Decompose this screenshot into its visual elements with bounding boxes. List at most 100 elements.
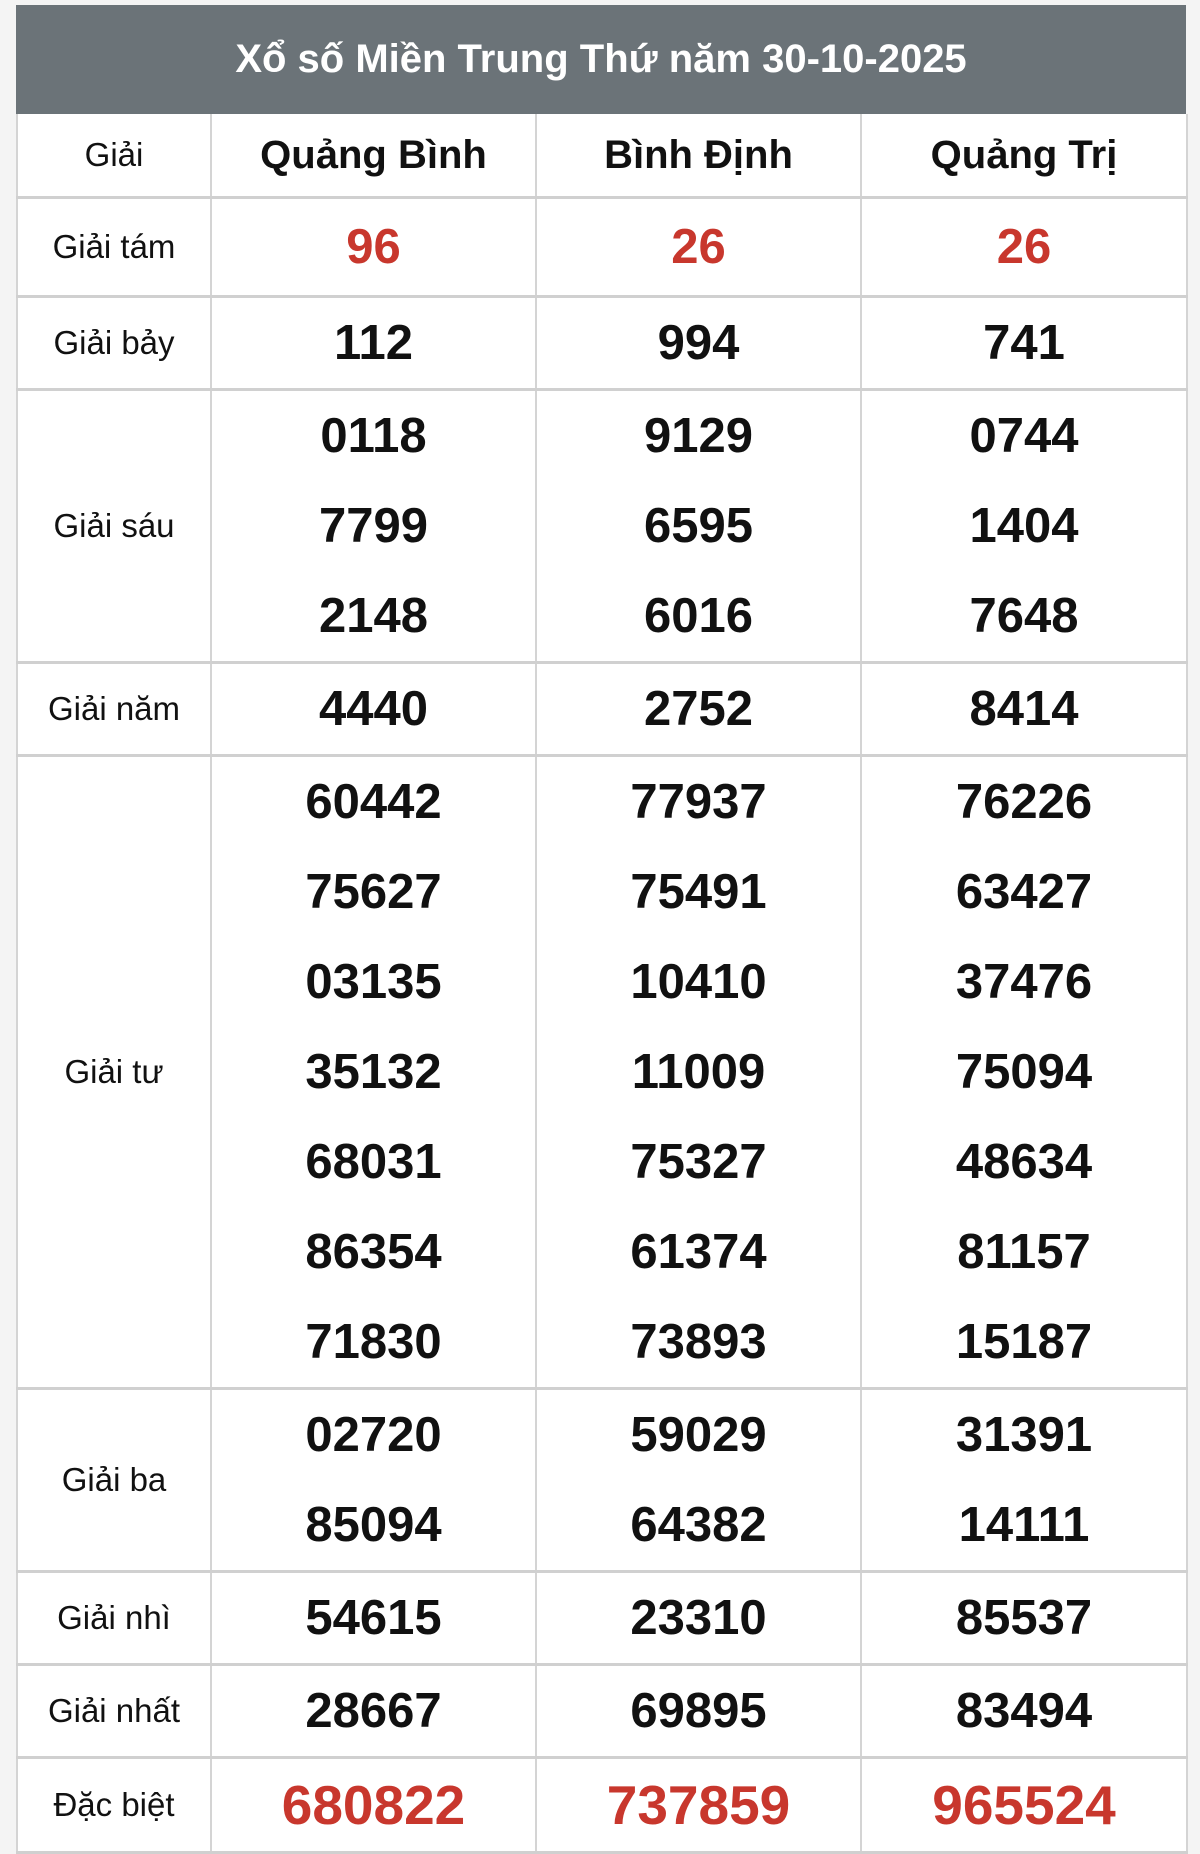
result-number: 85537 — [955, 1591, 1093, 1645]
prize-label: Giải ba — [16, 1388, 212, 1573]
prize-label: Giải bảy — [16, 296, 212, 391]
result-cell: 0744 1404 7648 — [860, 389, 1188, 664]
result-number: 77937 — [630, 775, 767, 829]
result-number: 64382 — [630, 1498, 767, 1552]
result-number: 14111 — [958, 1498, 1090, 1552]
prize-label: Giải năm — [16, 662, 212, 757]
table-row: Giải bảy 112 994 741 — [16, 296, 1188, 391]
prize-label: Giải nhất — [16, 1664, 212, 1759]
prize-label: Đặc biệt — [16, 1757, 212, 1854]
result-number: 03135 — [305, 955, 442, 1009]
result-number: 96 — [346, 220, 401, 274]
result-cell: 4440 — [210, 662, 537, 757]
prize-label: Giải tám — [16, 197, 212, 298]
result-number: 741 — [983, 316, 1065, 370]
result-number: 2752 — [643, 682, 753, 736]
result-cell: 26 — [860, 197, 1188, 298]
result-cell: 02720 85094 — [210, 1388, 537, 1573]
result-cell: 737859 — [535, 1757, 862, 1854]
result-cell: 28667 — [210, 1664, 537, 1759]
result-number: 75627 — [305, 865, 442, 919]
result-cell: 77937 75491 10410 11009 75327 61374 73893 — [535, 755, 862, 1390]
result-number: 23310 — [630, 1591, 767, 1645]
result-cell: 69895 — [535, 1664, 862, 1759]
result-cell: 741 — [860, 296, 1188, 391]
table-row: Giải sáu 0118 7799 2148 9129 6595 6016 0744 1404… — [16, 389, 1188, 664]
result-cell: 965524 — [860, 1757, 1188, 1854]
result-number: 59029 — [630, 1408, 767, 1462]
results-table: Giải Quảng Bình Bình Định Quảng Trị Giải… — [16, 114, 1188, 1854]
result-number: 6595 — [643, 499, 753, 553]
result-cell: 8414 — [860, 662, 1188, 757]
page-title: Xổ số Miền Trung Thứ năm 30-10-2025 — [16, 5, 1186, 114]
result-number: 85094 — [305, 1498, 442, 1552]
result-number: 60442 — [305, 775, 442, 829]
result-cell: 76226 63427 37476 75094 48634 81157 15187 — [860, 755, 1188, 1390]
prize-label: Giải tư — [16, 755, 212, 1390]
result-number: 37476 — [955, 955, 1093, 1009]
table-row: Đặc biệt 680822 737859 965524 — [16, 1757, 1188, 1854]
province-header: Quảng Bình — [210, 114, 537, 199]
result-cell: 23310 — [535, 1571, 862, 1666]
result-number: 680822 — [281, 1774, 466, 1836]
result-number: 112 — [333, 316, 414, 370]
result-cell: 59029 64382 — [535, 1388, 862, 1573]
result-number: 8414 — [969, 682, 1079, 736]
result-cell: 26 — [535, 197, 862, 298]
result-number: 75094 — [955, 1045, 1093, 1099]
result-number: 69895 — [630, 1684, 767, 1738]
result-cell: 994 — [535, 296, 862, 391]
result-number: 75491 — [630, 865, 767, 919]
result-number: 63427 — [955, 865, 1093, 919]
result-number: 0118 — [320, 409, 427, 463]
result-number: 26 — [996, 220, 1052, 274]
table-row: Giải tư 60442 75627 03135 35132 68031 86354 718… — [16, 755, 1188, 1390]
result-number: 68031 — [305, 1135, 442, 1189]
result-number: 1404 — [969, 499, 1079, 553]
result-number: 75327 — [630, 1135, 767, 1189]
result-number: 15187 — [955, 1315, 1093, 1369]
result-number: 28667 — [305, 1684, 442, 1738]
table-row: Giải nhì 54615 23310 85537 — [16, 1571, 1188, 1666]
result-cell: 96 — [210, 197, 537, 298]
result-number: 11009 — [631, 1045, 766, 1099]
result-cell: 0118 7799 2148 — [210, 389, 537, 664]
result-cell: 680822 — [210, 1757, 537, 1854]
table-row: Giải năm 4440 2752 8414 — [16, 662, 1188, 757]
province-header: Bình Định — [535, 114, 862, 199]
result-number: 965524 — [932, 1774, 1116, 1836]
result-number: 7648 — [969, 589, 1079, 643]
table-row: Giải ba 02720 85094 59029 64382 31391 14111 — [16, 1388, 1188, 1573]
result-number: 10410 — [630, 955, 767, 1009]
result-cell: 31391 14111 — [860, 1388, 1188, 1573]
table-row: Giải tám 96 26 26 — [16, 197, 1188, 298]
result-number: 71830 — [305, 1315, 442, 1369]
result-number: 61374 — [630, 1225, 767, 1279]
result-number: 35132 — [305, 1045, 442, 1099]
result-number: 76226 — [955, 775, 1093, 829]
result-cell: 2752 — [535, 662, 862, 757]
prize-column-header: Giải — [16, 114, 212, 199]
result-number: 2148 — [318, 589, 428, 643]
results-container: Xổ số Miền Trung Thứ năm 30-10-2025 Giải… — [16, 5, 1188, 1854]
result-number: 81157 — [957, 1225, 1091, 1279]
result-cell: 83494 — [860, 1664, 1188, 1759]
result-number: 994 — [657, 316, 740, 370]
result-number: 54615 — [305, 1591, 442, 1645]
result-number: 83494 — [955, 1684, 1093, 1738]
result-cell: 54615 — [210, 1571, 537, 1666]
prize-label: Giải sáu — [16, 389, 212, 664]
result-number: 0744 — [969, 409, 1079, 463]
result-number: 86354 — [305, 1225, 442, 1279]
result-number: 4440 — [318, 682, 428, 736]
result-cell: 112 — [210, 296, 537, 391]
result-number: 737859 — [606, 1774, 791, 1836]
result-number: 7799 — [318, 499, 428, 553]
prize-label: Giải nhì — [16, 1571, 212, 1666]
result-cell: 9129 6595 6016 — [535, 389, 862, 664]
result-number: 02720 — [305, 1408, 442, 1462]
table-header-row: Giải Quảng Bình Bình Định Quảng Trị — [16, 114, 1188, 199]
province-header: Quảng Trị — [860, 114, 1188, 199]
result-number: 31391 — [955, 1408, 1093, 1462]
result-number: 48634 — [955, 1135, 1093, 1189]
